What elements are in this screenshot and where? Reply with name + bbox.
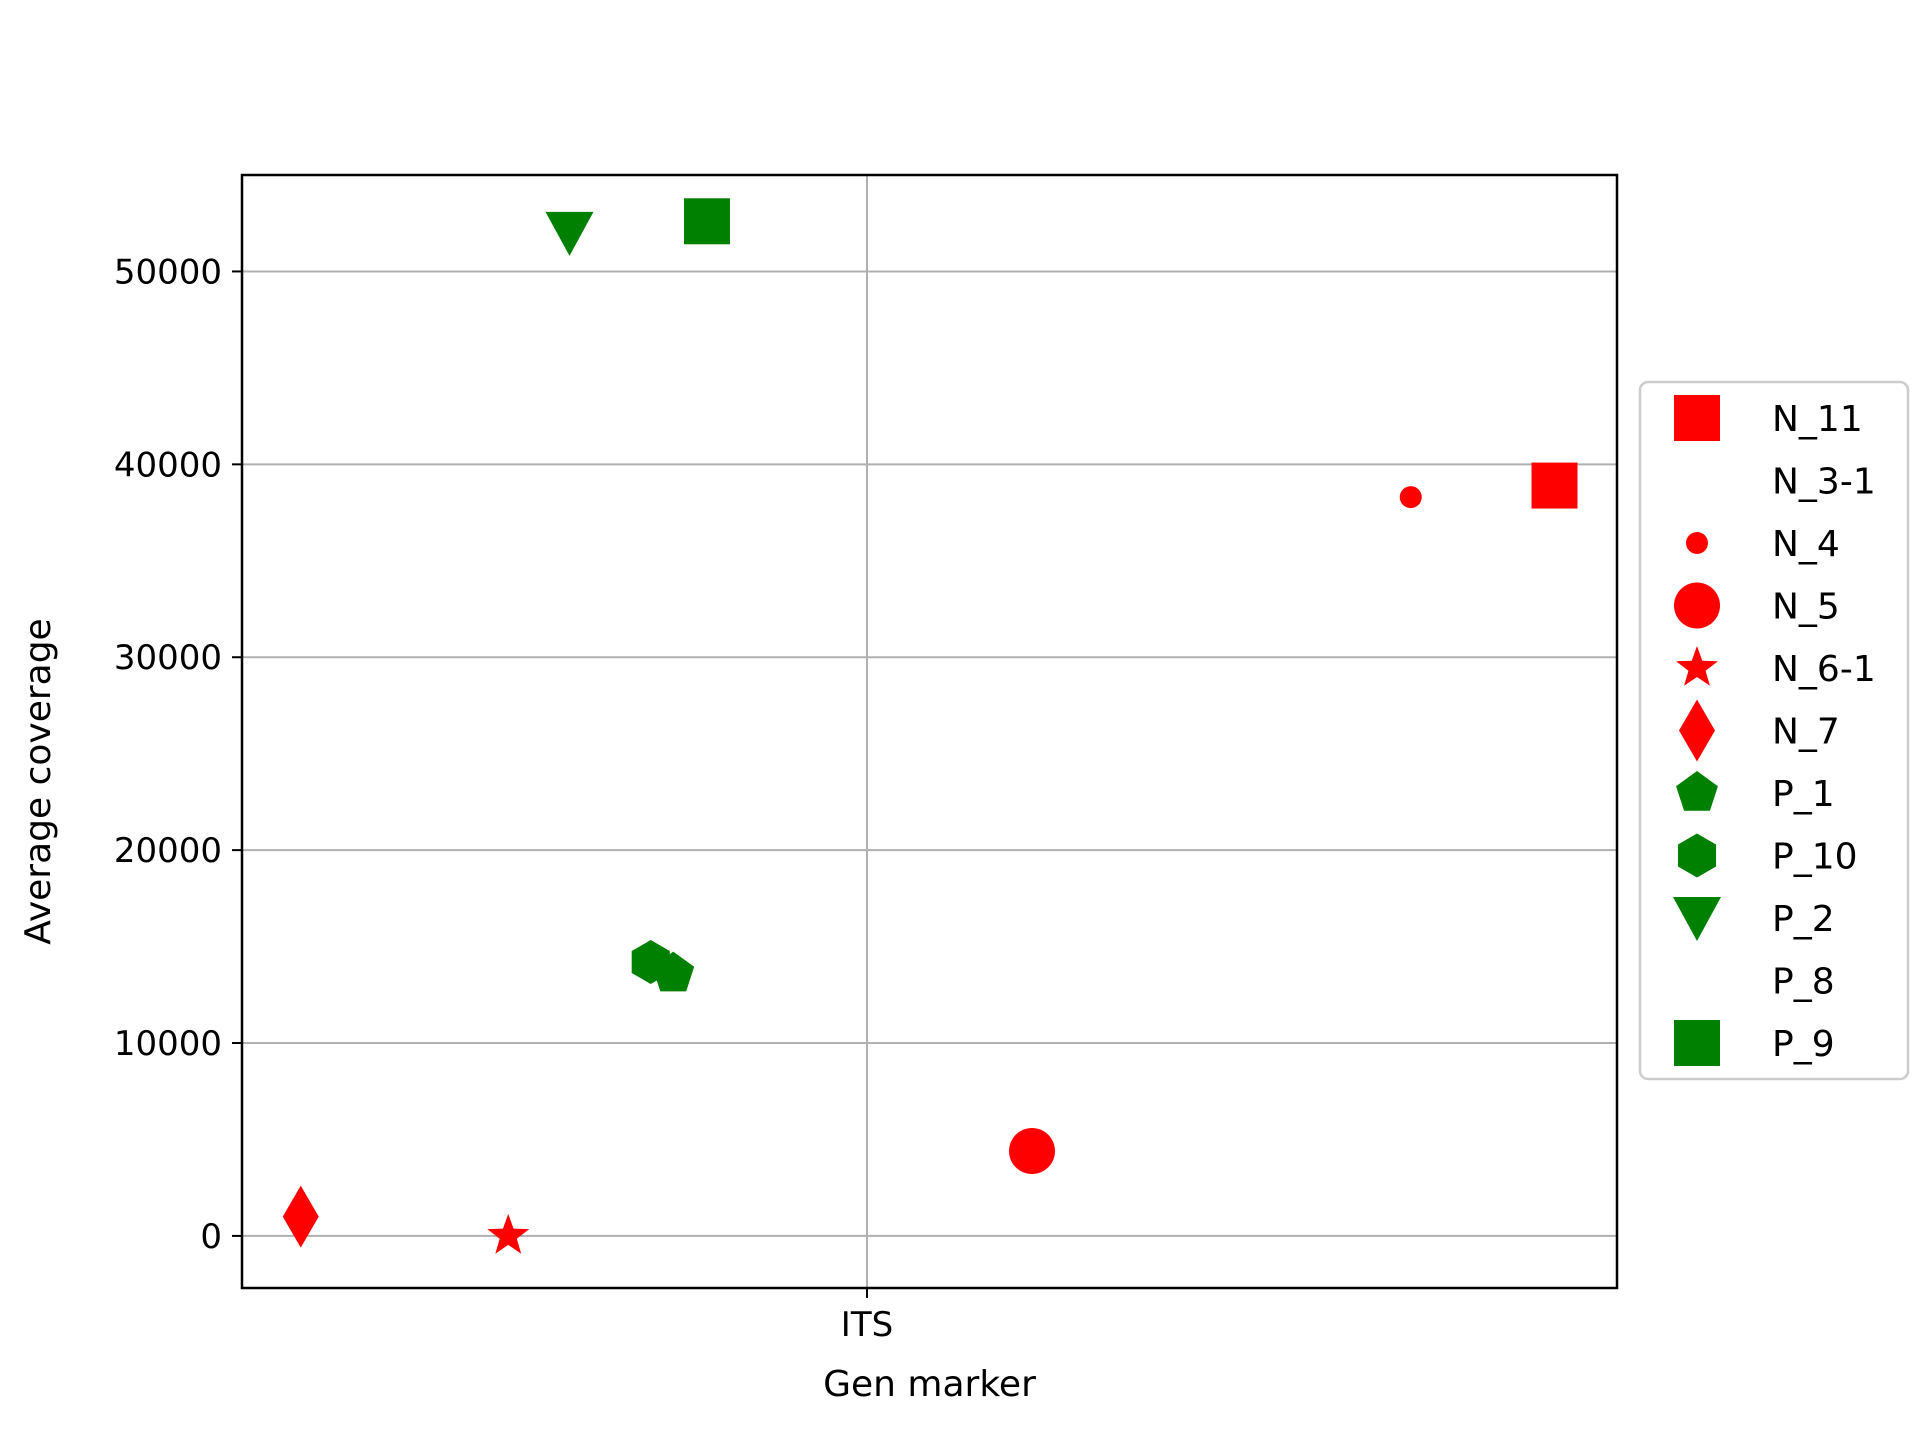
legend-label: P_2 bbox=[1772, 899, 1835, 940]
y-tick-label: 20000 bbox=[114, 831, 222, 871]
legend-label: P_10 bbox=[1772, 837, 1858, 878]
point-n-7 bbox=[282, 1185, 319, 1248]
legend-marker-p-9 bbox=[1674, 1020, 1720, 1066]
legend-marker-n-4 bbox=[1686, 532, 1708, 554]
legend-marker-n-7 bbox=[1679, 699, 1715, 762]
axis-ticks: 0 10000 20000 30000 40000 50000 ITS bbox=[114, 252, 893, 1345]
y-tick-label: 0 bbox=[200, 1217, 222, 1257]
data-points bbox=[282, 198, 1578, 1254]
legend-marker-p-1 bbox=[1676, 771, 1718, 811]
point-n-5 bbox=[1009, 1128, 1055, 1175]
point-n-4 bbox=[1399, 486, 1422, 509]
y-tick-label: 40000 bbox=[114, 445, 222, 485]
point-p-10 bbox=[631, 940, 670, 985]
legend-label: N_11 bbox=[1772, 399, 1863, 440]
legend-label: P_8 bbox=[1772, 962, 1835, 1003]
point-p-2 bbox=[545, 211, 594, 256]
plot-frame bbox=[240, 173, 1619, 1290]
y-tick-label: 10000 bbox=[114, 1024, 222, 1064]
legend-label: N_3-1 bbox=[1772, 462, 1876, 503]
grid bbox=[242, 175, 1617, 1288]
y-axis-title: Average coverage bbox=[18, 618, 59, 944]
legend: N_11 N_3-1 N_4 N_5 N_6-1 N_7 P_1 P_10 P_2 P_8 P_9 bbox=[1638, 380, 1910, 1081]
legend-marker-n-6-1 bbox=[1676, 646, 1718, 686]
legend-marker-n-11 bbox=[1674, 395, 1720, 441]
point-p-9 bbox=[684, 198, 730, 245]
legend-marker-p-2 bbox=[1673, 897, 1721, 941]
legend-label: N_6-1 bbox=[1772, 649, 1876, 690]
legend-label: P_1 bbox=[1772, 774, 1835, 815]
point-n-11 bbox=[1531, 462, 1578, 509]
y-tick-label: 30000 bbox=[114, 638, 222, 678]
legend-marker-p-10 bbox=[1677, 833, 1717, 878]
point-n-6-1 bbox=[487, 1213, 530, 1254]
legend-label: N_5 bbox=[1772, 587, 1840, 628]
legend-label: P_9 bbox=[1772, 1024, 1835, 1065]
x-axis-title: Gen marker bbox=[823, 1364, 1036, 1405]
legend-marker-n-5 bbox=[1674, 582, 1720, 629]
legend-label: N_4 bbox=[1772, 524, 1840, 565]
x-tick-label: ITS bbox=[841, 1305, 893, 1345]
y-tick-label: 50000 bbox=[114, 252, 222, 292]
legend-label: N_7 bbox=[1772, 712, 1840, 753]
